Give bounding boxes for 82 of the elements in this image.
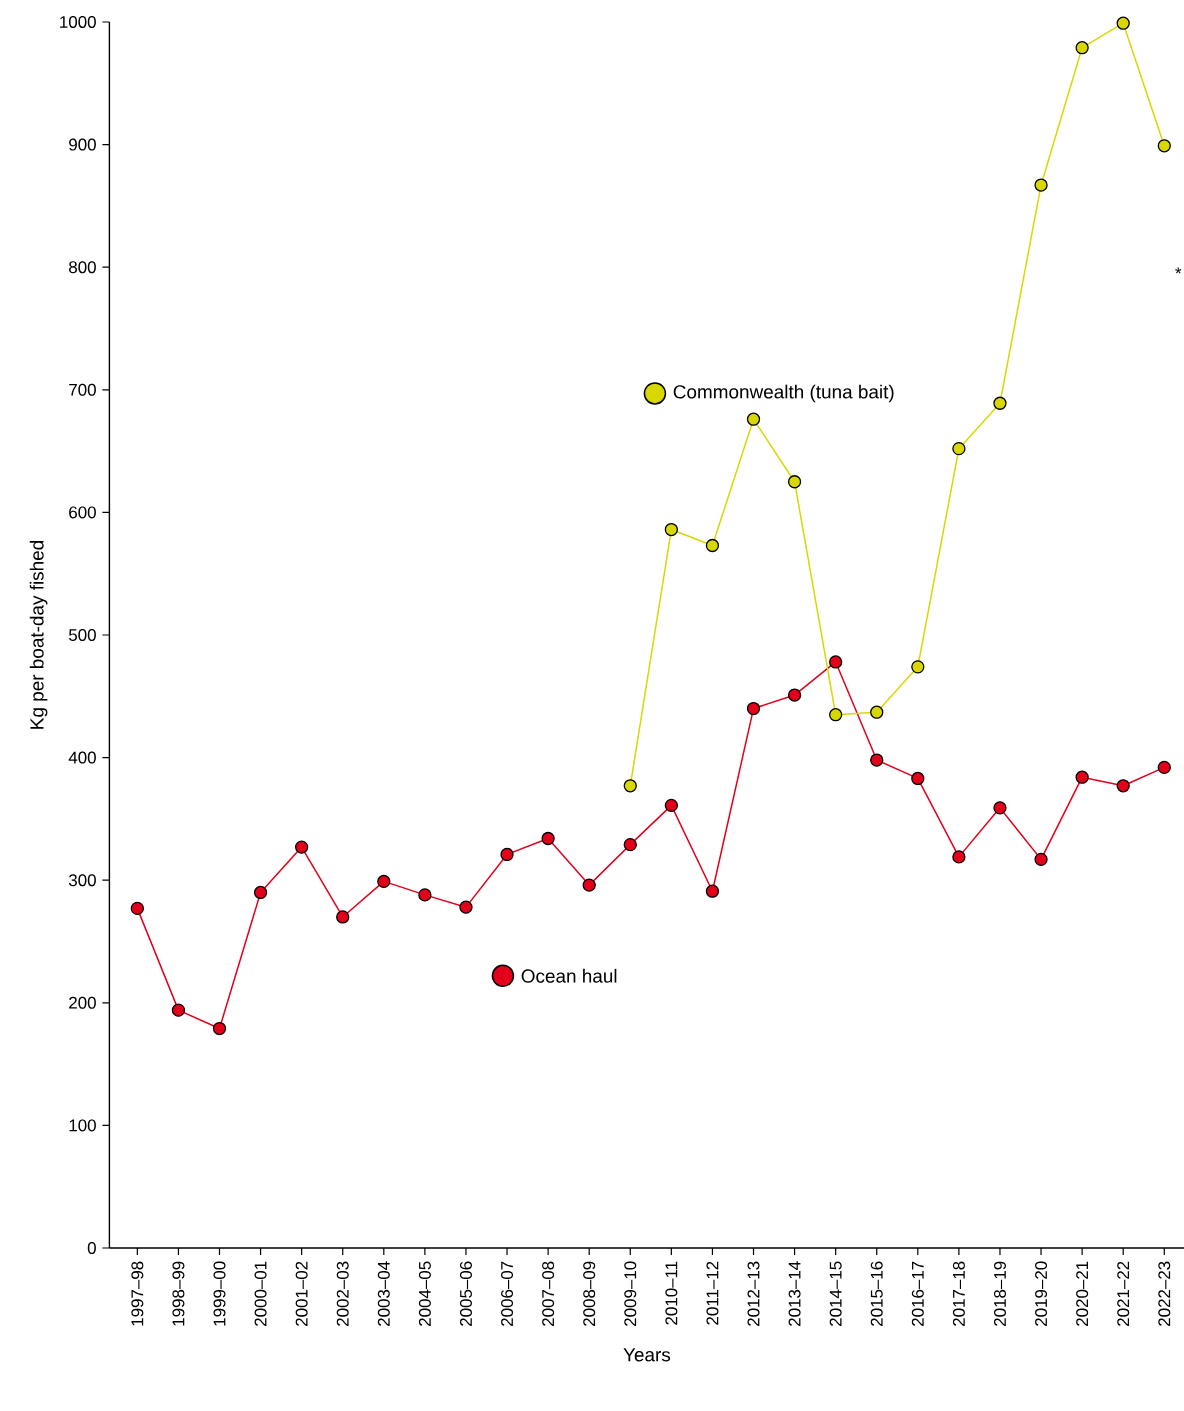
- point: [705, 884, 719, 898]
- point: [1034, 178, 1048, 192]
- point: [1157, 139, 1171, 153]
- point: [1157, 760, 1171, 775]
- point: [1116, 779, 1130, 793]
- x-tick-label: 2006–07: [500, 1261, 513, 1326]
- point: [828, 708, 843, 722]
- x-axis-title: Years: [623, 1348, 670, 1362]
- point: [664, 522, 678, 537]
- legend-label: Commonwealth (tuna bait): [673, 384, 894, 403]
- point: [787, 688, 802, 702]
- point: [253, 885, 268, 900]
- x-tick-label: 2005–06: [459, 1261, 472, 1326]
- x-tick-label: 2011–12: [706, 1261, 719, 1325]
- annotation: *: [1175, 267, 1182, 274]
- point: [993, 396, 1007, 410]
- x-tick-label: 1999–00: [213, 1261, 226, 1326]
- point: [1075, 41, 1089, 55]
- point: [1116, 16, 1130, 30]
- x-tick-label: 2015–16: [870, 1261, 883, 1326]
- x-tick-label: 1998–99: [172, 1261, 185, 1326]
- y-tick-label: 600: [68, 506, 96, 519]
- point: [869, 753, 884, 767]
- x-tick-label: 2020–21: [1075, 1261, 1088, 1326]
- point: [869, 705, 884, 719]
- y-tick-label: 1000: [59, 15, 96, 28]
- point: [993, 801, 1007, 815]
- point: [746, 701, 760, 716]
- point: [664, 798, 678, 813]
- x-tick-label: 2003–04: [377, 1261, 390, 1326]
- y-tick-label: 300: [68, 874, 96, 887]
- point: [705, 538, 719, 553]
- point: [952, 850, 966, 864]
- point: [171, 1003, 185, 1017]
- point: [746, 412, 760, 426]
- x-tick-label: 2002–03: [336, 1261, 349, 1326]
- x-tick-label: 2010–11: [665, 1261, 678, 1325]
- y-tick-label: 900: [68, 138, 96, 151]
- point: [910, 660, 925, 674]
- y-tick-label: 500: [68, 628, 96, 641]
- x-tick-label: 2022–23: [1158, 1261, 1171, 1326]
- y-tick-label: 100: [69, 1119, 96, 1132]
- x-tick-label: 2014–15: [829, 1261, 842, 1326]
- y-tick-label: 400: [68, 751, 96, 764]
- point: [952, 441, 966, 456]
- point: [828, 655, 843, 669]
- x-tick-label: 2016–17: [911, 1261, 924, 1326]
- x-tick-label: 2013–14: [788, 1261, 801, 1326]
- x-tick-label: 2007–08: [541, 1261, 554, 1326]
- x-tick-label: 2021–22: [1117, 1261, 1129, 1326]
- x-tick-label: 2001–02: [295, 1261, 308, 1326]
- point: [910, 771, 925, 786]
- point: [787, 475, 802, 489]
- x-tick-label: 2004–05: [418, 1261, 431, 1326]
- x-tick-label: 2000–01: [254, 1261, 267, 1326]
- point: [541, 831, 555, 846]
- x-tick-label: 1997–98: [131, 1261, 144, 1326]
- point: [1075, 770, 1089, 784]
- point: [500, 847, 514, 862]
- y-tick-label: 800: [68, 261, 96, 274]
- point: [294, 840, 309, 854]
- y-axis-title: Kg per boat-day fished: [29, 541, 48, 729]
- y-tick-label: 0: [87, 1241, 96, 1254]
- point: [623, 837, 637, 852]
- point: [130, 901, 144, 916]
- x-tick-label: 2018–19: [993, 1261, 1006, 1326]
- point: [582, 878, 596, 892]
- x-tick-label: 2008–09: [583, 1261, 595, 1326]
- x-tick-label: 2012–13: [747, 1261, 760, 1326]
- point: [335, 910, 350, 924]
- x-tick-label: 2017–18: [952, 1261, 965, 1326]
- x-tick-label: 2009–10: [624, 1261, 637, 1326]
- y-tick-label: 200: [68, 996, 96, 1009]
- y-tick-label: 700: [68, 383, 96, 396]
- legend-label: Ocean haul: [521, 968, 617, 983]
- point: [459, 900, 473, 914]
- point: [212, 1021, 226, 1036]
- point: [1034, 852, 1048, 866]
- point: [376, 874, 391, 889]
- x-tick-label: 2019–20: [1034, 1261, 1047, 1326]
- point: [418, 888, 432, 902]
- point: [623, 779, 637, 793]
